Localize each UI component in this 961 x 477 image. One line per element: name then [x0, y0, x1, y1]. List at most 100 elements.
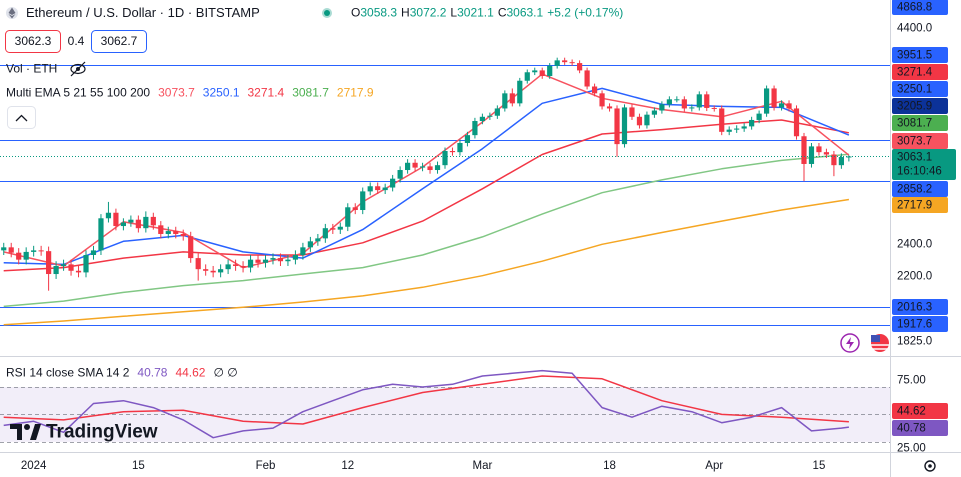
candle-body — [419, 166, 426, 168]
candle-body — [247, 259, 254, 268]
candle-body — [509, 93, 515, 104]
candle-body — [816, 146, 822, 153]
candle-body — [479, 116, 485, 122]
price-label-box — [892, 64, 948, 80]
candle-body — [846, 156, 852, 158]
candle-body — [651, 110, 658, 115]
candle-body — [674, 99, 680, 101]
candle-body — [554, 60, 560, 66]
candle-body — [203, 269, 209, 271]
candle-body — [457, 142, 463, 153]
candle-body — [577, 63, 583, 71]
candle-body — [270, 258, 276, 260]
candle-body — [135, 219, 141, 229]
candle-body — [562, 60, 568, 63]
x-tick-label: Feb — [256, 460, 276, 472]
eth-icon-glyph — [8, 7, 16, 19]
eye-outline — [70, 63, 86, 75]
rsi-title: RSI 14 close SMA 14 2 — [6, 366, 130, 380]
low-value: 3021.1 — [457, 6, 494, 20]
symbol-title[interactable]: Ethereum / U.S. Dollar · 1D · BITSTAMP — [26, 5, 260, 20]
ema-title: Multi EMA 5 21 55 100 200 — [6, 86, 150, 100]
alert-glyph — [846, 337, 854, 349]
candle-body — [487, 115, 493, 117]
candle-body — [539, 70, 545, 77]
candle-body — [330, 228, 336, 230]
candle-body — [614, 108, 620, 145]
rsi-legend: RSI 14 close SMA 14 2 40.78 44.62 ∅ ∅ — [6, 366, 238, 380]
collapse-button[interactable] — [7, 106, 36, 129]
settings-icon[interactable] — [924, 460, 936, 472]
tradingview-logo[interactable]: TradingView — [10, 422, 158, 443]
candle-body — [225, 264, 231, 270]
candle-body — [382, 187, 388, 191]
candle-body — [367, 186, 373, 192]
candle-body — [719, 108, 725, 132]
candle-body — [726, 129, 732, 132]
candle-body — [621, 107, 628, 145]
change-value: +5.2 (+0.17%) — [547, 6, 623, 20]
candle-body — [412, 162, 418, 168]
candle-body — [584, 70, 590, 87]
candle-body — [390, 178, 396, 188]
ema-value: 2717.9 — [337, 86, 374, 100]
candle-body — [547, 65, 553, 77]
buy-box[interactable] — [91, 30, 147, 53]
price-label: 3250.1 — [897, 84, 932, 96]
candle-body — [801, 136, 807, 164]
candle-body — [666, 99, 672, 105]
candle-body — [195, 258, 201, 270]
logo-text: TradingView — [46, 422, 158, 443]
price-label-box — [892, 133, 948, 149]
candle-body — [741, 126, 747, 129]
ask-price[interactable]: 3062.7 — [101, 34, 138, 48]
y-tick-label: 75.00 — [897, 375, 926, 387]
candle-body — [345, 207, 351, 227]
price-label: 3951.5 — [897, 50, 932, 62]
candle-body — [472, 121, 478, 136]
market-status[interactable] — [324, 10, 330, 16]
spread: 0.4 — [68, 34, 85, 48]
candle-body — [322, 228, 328, 239]
candle-body — [75, 270, 82, 273]
price-label: 1917.6 — [897, 319, 932, 331]
candle-body — [793, 108, 800, 137]
candle-body — [120, 222, 127, 227]
candle-body — [524, 72, 530, 81]
candle-body — [16, 252, 22, 260]
candle-body — [838, 157, 844, 166]
rsi-sma-value: 44.62 — [175, 366, 205, 380]
candle-body — [262, 259, 269, 263]
candle-body — [150, 216, 156, 226]
bid-price[interactable]: 3062.3 — [15, 34, 52, 48]
candle-body — [629, 107, 635, 117]
candle-body — [352, 207, 358, 211]
sell-box[interactable] — [5, 30, 61, 53]
ema-line — [3, 198, 850, 326]
price-label-box — [892, 0, 948, 15]
candle-body — [778, 103, 785, 108]
price-label-box — [892, 299, 948, 315]
price-label-box — [892, 420, 948, 436]
ohlc-legend: O3058.3 H3072.2 L3021.1 C3063.1 +5.2 (+0.17%… — [351, 6, 623, 20]
price-label-box — [892, 81, 948, 97]
candle-body — [405, 162, 411, 171]
candle-body — [532, 70, 538, 73]
current-price-box — [892, 149, 956, 180]
candle-body — [599, 93, 605, 107]
hidden-eye-icon[interactable] — [70, 61, 86, 77]
high-label: H — [401, 6, 410, 20]
price-label-box — [892, 403, 948, 419]
candle-body — [449, 151, 456, 153]
x-tick-label: 2024 — [21, 460, 47, 472]
y-tick-label: 2400.0 — [897, 239, 932, 251]
candle-body — [704, 94, 710, 108]
price-label-box — [892, 181, 948, 197]
x-tick-label: 18 — [603, 460, 616, 472]
price-label: 2016.3 — [897, 302, 932, 314]
candle-body — [434, 165, 441, 171]
price-label: 3271.4 — [897, 67, 933, 79]
candle-body — [1, 247, 7, 251]
candle-body — [315, 238, 321, 242]
